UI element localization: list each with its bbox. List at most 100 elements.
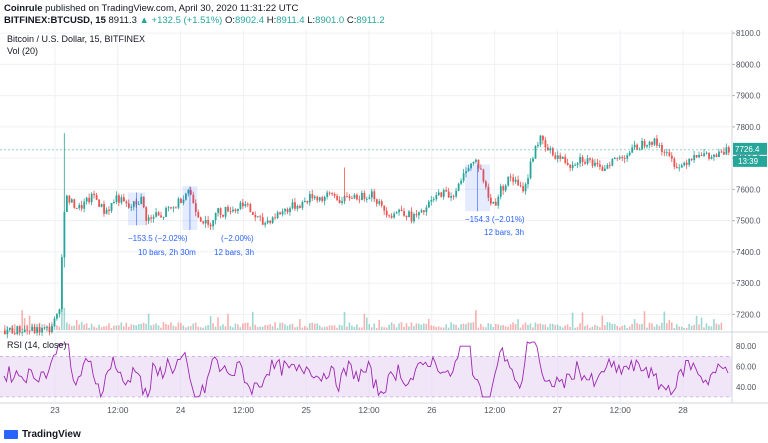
candle-body — [73, 199, 76, 208]
candle-body — [673, 158, 676, 167]
volume-bar — [172, 325, 175, 330]
candle-body — [556, 155, 559, 159]
candle-body — [185, 193, 187, 200]
candle-body — [306, 200, 309, 203]
volume-bar — [21, 310, 23, 330]
candle-body — [249, 204, 252, 212]
candle-body — [408, 211, 410, 218]
candle-body — [532, 158, 534, 162]
candle-body — [445, 190, 448, 192]
price-change: ▲ +132.5 (+1.51%) — [139, 15, 223, 26]
volume-bar — [222, 324, 224, 330]
volume-bar — [363, 313, 366, 330]
volume-bar — [663, 311, 666, 330]
candle-body — [142, 196, 145, 208]
low-label: L: — [307, 15, 316, 26]
candle-body — [130, 206, 133, 208]
symbol: BITFINEX:BTCUSD, 15 — [4, 15, 106, 26]
time-tag — [733, 155, 767, 167]
candle-body — [638, 149, 641, 151]
volume-bar — [534, 322, 537, 330]
candle-body — [85, 197, 88, 202]
candle-body — [680, 165, 683, 168]
candle-body — [388, 215, 391, 217]
volume-bar — [599, 327, 601, 330]
volume-bar — [554, 324, 557, 330]
volume-bar — [83, 324, 85, 330]
volume-bar — [499, 325, 502, 330]
candle-body — [123, 197, 125, 202]
volume-bar — [544, 324, 547, 330]
volume-bar — [123, 326, 125, 330]
volume-bar — [242, 323, 244, 330]
candle-body — [269, 220, 272, 223]
candle-body — [566, 162, 569, 165]
volume-bar — [524, 322, 527, 330]
volume-bar — [70, 326, 73, 330]
volume-bar — [675, 324, 678, 330]
x-tick-label: 26 — [427, 405, 437, 415]
candle-body — [415, 214, 418, 216]
volume-bar — [673, 327, 676, 330]
volume-bar — [157, 325, 160, 330]
volume-bar — [202, 327, 204, 330]
candle-body — [668, 152, 671, 156]
volume-bar — [351, 325, 353, 330]
candle-body — [18, 326, 21, 333]
volume-bar — [217, 317, 219, 330]
candle-body — [38, 327, 41, 333]
candle-body — [666, 152, 668, 154]
candle-body — [522, 186, 525, 192]
volume-bar — [13, 324, 16, 330]
candle-body — [219, 208, 222, 215]
candle-body — [529, 161, 532, 179]
candle-body — [596, 162, 599, 165]
candle-body — [110, 203, 113, 211]
volume-bar — [318, 325, 321, 330]
volume-bar — [440, 327, 442, 330]
candle-body — [440, 192, 443, 197]
volume-bar — [537, 323, 539, 330]
volume-bar — [487, 323, 490, 330]
candle-body — [135, 201, 138, 205]
candle-body — [242, 202, 244, 207]
candle-body — [333, 194, 336, 196]
candle-body — [658, 145, 661, 146]
candle-body — [187, 190, 190, 194]
volume-bar — [621, 325, 623, 330]
volume-bar — [586, 324, 589, 330]
volume-bar — [85, 323, 88, 330]
candle-body — [589, 158, 591, 160]
candle-body — [475, 159, 477, 162]
candle-body — [683, 162, 686, 166]
candle-body — [559, 155, 562, 159]
price-chart[interactable]: 23 12:00 24 12:00 25 12:00 26 12:00 27 12:00 28 810… — [0, 26, 768, 422]
volume-bar — [177, 322, 180, 330]
volume-bar — [390, 322, 393, 330]
volume-bar — [115, 325, 118, 330]
candle-body — [83, 201, 86, 209]
candle-body — [715, 154, 718, 158]
volume-bar — [507, 326, 509, 330]
volume-bar — [373, 323, 376, 330]
volume-bar — [432, 325, 435, 330]
volume-bar — [284, 324, 286, 330]
volume-bar — [75, 319, 78, 330]
volume-bar — [95, 327, 98, 330]
volume-bar — [23, 318, 26, 330]
candle-body — [61, 257, 63, 310]
candle-body — [544, 140, 547, 148]
volume-bar — [103, 326, 105, 330]
candle-body — [400, 209, 403, 212]
volume-bar — [160, 327, 162, 330]
candle-body — [442, 190, 445, 197]
volume-bar — [251, 311, 254, 330]
volume-bar — [108, 323, 110, 330]
volume-bar — [705, 323, 708, 330]
candle-body — [56, 314, 58, 319]
candle-body — [155, 212, 158, 217]
candle-body — [328, 192, 331, 194]
volume-bar — [90, 323, 93, 330]
candle-body — [569, 164, 572, 168]
candle-body — [224, 206, 227, 217]
